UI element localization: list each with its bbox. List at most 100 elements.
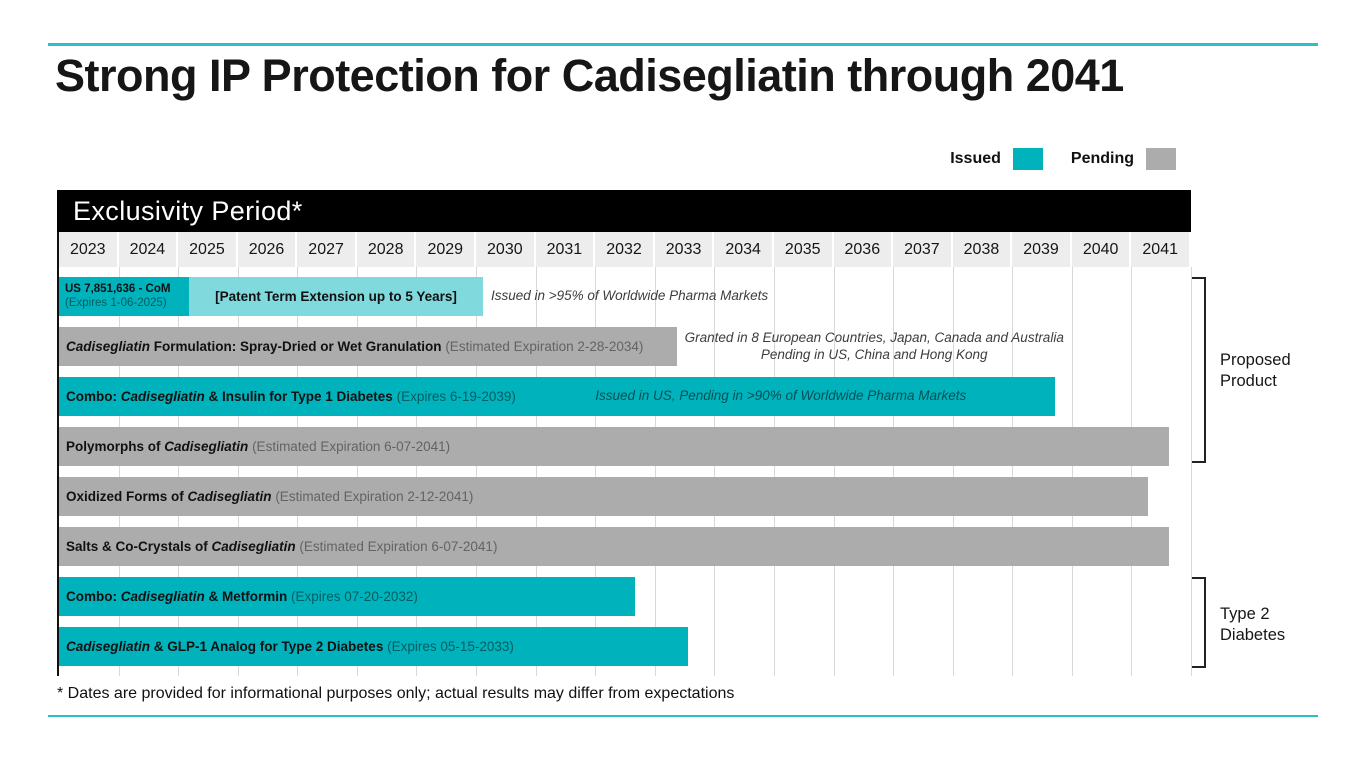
gridline bbox=[833, 267, 835, 676]
proposed-product-label: Proposed Product bbox=[1220, 350, 1291, 393]
bar-annotation-line: Issued in US, Pending in >90% of Worldwi… bbox=[595, 388, 967, 404]
patent-bar-line: US 7,851,636 - CoM bbox=[65, 283, 170, 297]
gridline bbox=[118, 267, 120, 676]
bar-annotation-line: Issued in >95% of Worldwide Pharma Marke… bbox=[490, 288, 769, 304]
patent-bar-line: Combo: Cadisegliatin & Insulin for Type … bbox=[66, 389, 516, 404]
gridline bbox=[1071, 267, 1073, 676]
type2-diabetes-bracket bbox=[1192, 577, 1206, 668]
drug-name-text: Cadisegliatin bbox=[211, 539, 296, 554]
bar-annotation: Granted in 8 European Countries, Japan, … bbox=[685, 327, 1064, 366]
gridline bbox=[773, 267, 775, 676]
drug-name-text: Cadisegliatin bbox=[66, 339, 151, 354]
gridline bbox=[714, 267, 716, 676]
patent-bar: Cadisegliatin Formulation: Spray-Dried o… bbox=[59, 327, 678, 366]
gridline bbox=[595, 267, 597, 676]
year-label-2041: 2041 bbox=[1131, 232, 1191, 267]
gridline bbox=[535, 267, 537, 676]
year-label-2039: 2039 bbox=[1012, 232, 1072, 267]
type2-diabetes-label-line1: Type 2 bbox=[1220, 605, 1270, 623]
patent-row-4: Polymorphs of Cadisegliatin (Estimated E… bbox=[59, 427, 1191, 466]
patent-row-6: Salts & Co-Crystals of Cadisegliatin (Es… bbox=[59, 527, 1191, 566]
patent-label-text: & Metformin bbox=[204, 589, 292, 604]
gridline bbox=[1012, 267, 1014, 676]
patent-bar: Combo: Cadisegliatin & Insulin for Type … bbox=[59, 377, 1056, 416]
gridline bbox=[237, 267, 239, 676]
patent-label-text: Salts & Co-Crystals of bbox=[66, 539, 212, 554]
year-label-2033: 2033 bbox=[655, 232, 715, 267]
patent-bar: [Patent Term Extension up to 5 Years] bbox=[188, 277, 484, 316]
bar-annotation: Issued in >95% of Worldwide Pharma Marke… bbox=[491, 277, 768, 316]
expiration-text: (Estimated Expiration 2-12-2041) bbox=[275, 489, 474, 504]
patent-bar-line: Combo: Cadisegliatin & Metformin (Expire… bbox=[66, 589, 418, 604]
year-label-2028: 2028 bbox=[357, 232, 417, 267]
chart-plot-area: US 7,851,636 - CoM (Expires 1-06-2025) [Pa… bbox=[57, 267, 1192, 676]
year-label-2025: 2025 bbox=[178, 232, 238, 267]
gridline bbox=[893, 267, 895, 676]
patent-label-text: Polymorphs of bbox=[66, 439, 165, 454]
patent-label-text: Oxidized Forms of bbox=[66, 489, 188, 504]
year-label-2026: 2026 bbox=[238, 232, 298, 267]
bar-annotation: Issued in US, Pending in >90% of Worldwi… bbox=[595, 377, 966, 416]
patent-bar: US 7,851,636 - CoM (Expires 1-06-2025) bbox=[59, 277, 189, 316]
year-label-2035: 2035 bbox=[774, 232, 834, 267]
patent-bar-line: Salts & Co-Crystals of Cadisegliatin (Es… bbox=[66, 539, 497, 554]
patent-row-1: US 7,851,636 - CoM (Expires 1-06-2025) [Pa… bbox=[59, 277, 1191, 316]
legend-pending-label: Pending bbox=[1070, 150, 1134, 167]
gridline bbox=[297, 267, 299, 676]
type2-diabetes-label: Type 2 Diabetes bbox=[1220, 604, 1285, 647]
drug-name-text: Cadisegliatin bbox=[120, 389, 205, 404]
gridline bbox=[952, 267, 954, 676]
page-title: Strong IP Protection for Cadisegliatin t… bbox=[55, 50, 1124, 101]
legend: Issued Pending bbox=[950, 148, 1176, 170]
proposed-product-label-line2: Product bbox=[1220, 372, 1277, 391]
year-label-2040: 2040 bbox=[1072, 232, 1132, 267]
patent-bar: Oxidized Forms of Cadisegliatin (Estimat… bbox=[59, 477, 1148, 516]
top-accent-rule bbox=[48, 43, 1318, 46]
year-label-2036: 2036 bbox=[834, 232, 894, 267]
proposed-product-bracket bbox=[1192, 277, 1206, 463]
year-label-2032: 2032 bbox=[595, 232, 655, 267]
legend-pending-swatch bbox=[1146, 148, 1176, 170]
legend-issued-swatch bbox=[1012, 148, 1043, 170]
patent-bar-line: Polymorphs of Cadisegliatin (Estimated E… bbox=[66, 439, 450, 454]
patent-bar-line: [Patent Term Extension up to 5 Years] bbox=[215, 289, 457, 304]
patent-label-text: & GLP-1 Analog for Type 2 Diabetes bbox=[150, 639, 388, 654]
footnote: * Dates are provided for informational p… bbox=[57, 685, 735, 702]
patent-label-text: [Patent Term Extension up to 5 Years] bbox=[215, 289, 457, 304]
gridline bbox=[654, 267, 656, 676]
expiration-text: (Expires 6-19-2039) bbox=[396, 389, 516, 404]
year-label-2038: 2038 bbox=[953, 232, 1013, 267]
drug-name-text: Cadisegliatin bbox=[164, 439, 249, 454]
patent-row-3: Combo: Cadisegliatin & Insulin for Type … bbox=[59, 377, 1191, 416]
patent-label-text: Combo: bbox=[66, 589, 121, 604]
proposed-product-label-line1: Proposed bbox=[1220, 351, 1291, 369]
expiration-text: (Estimated Expiration 6-07-2041) bbox=[299, 539, 498, 554]
patent-label-text: & Insulin for Type 1 Diabetes bbox=[204, 389, 397, 404]
expiration-text: (Estimated Expiration 2-28-2034) bbox=[445, 339, 644, 354]
year-label-2023: 2023 bbox=[59, 232, 119, 267]
patent-row-2: Cadisegliatin Formulation: Spray-Dried o… bbox=[59, 327, 1191, 366]
patent-row-7: Combo: Cadisegliatin & Metformin (Expire… bbox=[59, 577, 1191, 616]
expiration-text: (Estimated Expiration 6-07-2041) bbox=[252, 439, 451, 454]
gridline bbox=[1191, 267, 1192, 676]
bar-annotation-line: Granted in 8 European Countries, Japan, … bbox=[684, 329, 1064, 345]
gridline bbox=[1131, 267, 1133, 676]
patent-bar: Polymorphs of Cadisegliatin (Estimated E… bbox=[59, 427, 1169, 466]
chart-header: Exclusivity Period* bbox=[57, 190, 1191, 232]
patent-bar-line: Cadisegliatin Formulation: Spray-Dried o… bbox=[66, 339, 643, 354]
year-label-2034: 2034 bbox=[714, 232, 774, 267]
patent-bar: Combo: Cadisegliatin & Metformin (Expire… bbox=[59, 577, 635, 616]
expiration-text: (Expires 1-06-2025) bbox=[65, 296, 167, 309]
patent-label-text: Combo: bbox=[66, 389, 121, 404]
patent-bar: Cadisegliatin & GLP-1 Analog for Type 2 … bbox=[59, 627, 688, 666]
legend-issued-label: Issued bbox=[950, 150, 1001, 167]
patent-label-text: Formulation: Spray-Dried or Wet Granulat… bbox=[150, 339, 446, 354]
patent-row-5: Oxidized Forms of Cadisegliatin (Estimat… bbox=[59, 477, 1191, 516]
patent-bar-line: Cadisegliatin & GLP-1 Analog for Type 2 … bbox=[66, 639, 514, 654]
exclusivity-chart: Exclusivity Period* 2023 2024 2025 2026 2027… bbox=[57, 190, 1191, 267]
year-label-2029: 2029 bbox=[416, 232, 477, 267]
expiration-text: (Expires 07-20-2032) bbox=[291, 589, 418, 604]
expiration-text: (Expires 05-15-2033) bbox=[387, 639, 514, 654]
gridline bbox=[356, 267, 358, 676]
drug-name-text: Cadisegliatin bbox=[120, 589, 205, 604]
